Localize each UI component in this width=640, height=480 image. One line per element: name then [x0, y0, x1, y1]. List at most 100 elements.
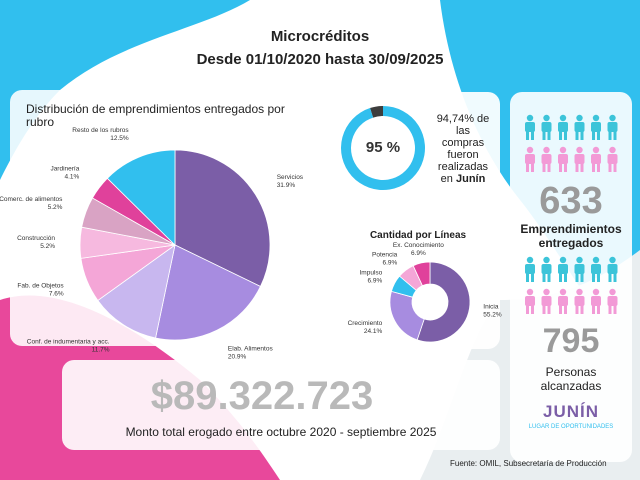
gauge-label: 95 % [366, 139, 400, 156]
icon-leg [559, 163, 562, 172]
slice-value: 5.2% [40, 243, 55, 250]
icon-body [607, 154, 618, 164]
icon-leg [580, 163, 584, 172]
person-icon [607, 146, 618, 172]
icon-body [541, 122, 552, 132]
icon-body [574, 122, 585, 132]
icon-body [591, 264, 601, 274]
icon-leg [559, 131, 562, 140]
slice [97, 244, 176, 339]
slice-label: Ex. Conocimiento [393, 242, 444, 249]
icon-head [609, 146, 616, 154]
icon-head [592, 288, 600, 296]
icon-leg [547, 305, 551, 314]
icon-leg [542, 273, 546, 282]
icon-leg [580, 273, 584, 282]
label: Monto total erogado entre octubre 2020 -… [125, 425, 437, 439]
icon-leg [542, 131, 546, 140]
icon-leg [526, 305, 529, 314]
icon-leg [559, 305, 562, 314]
icon-leg [613, 273, 617, 282]
title: Microcréditos [270, 28, 370, 45]
icon-leg [564, 163, 567, 172]
slice-label: Servicios [277, 174, 304, 181]
icon-leg [597, 163, 600, 172]
icon-head [559, 114, 567, 122]
slice-label: Jardinería [50, 165, 79, 172]
slice-value: 55.2% [483, 312, 502, 319]
icon-body [607, 296, 618, 306]
slice-value: 31.9% [277, 182, 296, 189]
slice-value: 7.6% [49, 290, 64, 297]
compras-text: 94,74% de las compras fueron realizadas en Ju… [428, 113, 498, 185]
slice-label: Potencia [372, 252, 398, 259]
icon-leg [526, 273, 529, 282]
icon-leg [592, 163, 595, 172]
icon-leg [608, 131, 612, 140]
icon-leg [526, 131, 529, 140]
icon-head [526, 288, 534, 296]
icon-head [543, 288, 550, 296]
icon-head [576, 114, 583, 122]
icon-head [609, 114, 616, 122]
person-icon [525, 146, 535, 172]
icon-leg [547, 273, 551, 282]
slice-value: 11.7% [92, 346, 110, 353]
icon-head [609, 288, 616, 296]
icon-body [525, 154, 535, 164]
icon-leg [575, 305, 579, 314]
icon-head [609, 256, 616, 264]
icon-leg [608, 273, 612, 282]
icon-head [526, 256, 534, 264]
icon-leg [542, 305, 546, 314]
slice-value: 6.9% [411, 250, 426, 257]
icon-body [558, 154, 568, 164]
icon-head [526, 114, 534, 122]
icon-body [525, 122, 535, 132]
icon-body [574, 296, 585, 306]
icon-body [541, 296, 552, 306]
icon-leg [564, 131, 567, 140]
person-icon [525, 114, 535, 140]
icon-leg [597, 131, 600, 140]
icon-leg [597, 273, 600, 282]
icon-leg [559, 273, 562, 282]
icon-head [592, 146, 600, 154]
person-icon [541, 146, 552, 172]
icon-leg [592, 305, 595, 314]
person-icon [541, 114, 552, 140]
subtitle: Desde 01/10/2020 hasta 30/09/2025 [196, 51, 444, 68]
icon-body [525, 264, 535, 274]
person-icon [541, 288, 552, 314]
logo: JUNÍN [542, 402, 599, 421]
slice-label: Crecimiento [348, 320, 383, 327]
slice-value: 12.5% [110, 135, 129, 142]
text-line: las [455, 125, 471, 137]
person-icon [558, 256, 568, 282]
big-number: 795 [542, 322, 600, 360]
person-icon [558, 114, 568, 140]
slice [412, 261, 431, 287]
slice-value: 5.2% [48, 204, 63, 211]
slice-label: Fab. de Objetos [17, 282, 64, 289]
icon-leg [531, 273, 534, 282]
slice-label: Conf. de indumentaria y acc. [27, 338, 110, 345]
source: Fuente: OMIL, Subsecretaría de Producció… [450, 459, 607, 468]
label: Emprendimientos entregados [520, 222, 622, 250]
icon-leg [564, 305, 567, 314]
slice [155, 244, 262, 341]
person-icon [558, 288, 568, 314]
icon-leg [531, 305, 534, 314]
icon-leg [531, 163, 534, 172]
slice-value: 6.9% [382, 260, 397, 267]
slice-label: Elab. Alimentos [228, 345, 274, 352]
text-line: compras [441, 137, 485, 149]
logo-tagline: LUGAR DE OPORTUNIDADES [528, 424, 614, 430]
person-icon [591, 146, 601, 172]
text-line: en Junín [440, 173, 486, 185]
icon-body [558, 264, 568, 274]
text-line: 94,74% de [436, 113, 490, 125]
icon-leg [592, 131, 595, 140]
